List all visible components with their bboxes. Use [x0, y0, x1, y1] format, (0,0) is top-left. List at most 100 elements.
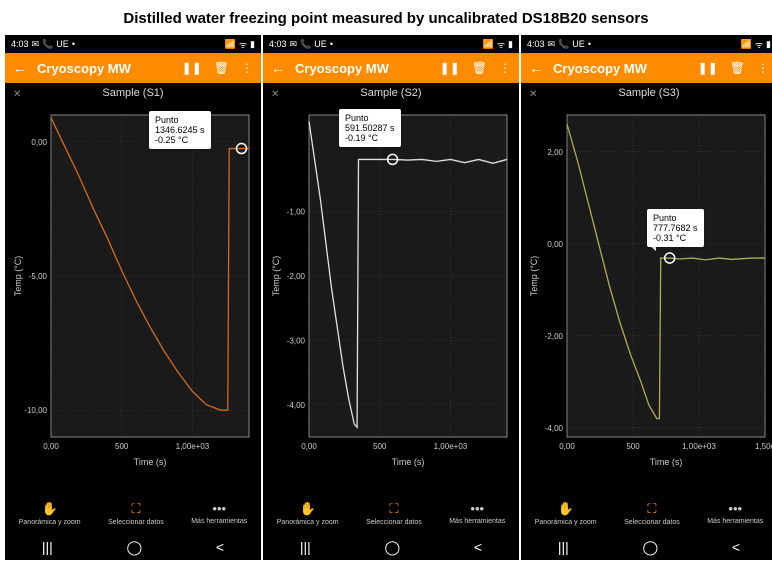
mail-icon: ✉: [548, 39, 556, 50]
svg-text:Time (s): Time (s): [134, 457, 167, 467]
more-tools[interactable]: ••• Más herramientas: [449, 501, 505, 525]
chart-title: Sample (S2): [267, 87, 515, 99]
signal-icon: 📶: [483, 39, 494, 50]
svg-text:-5,00: -5,00: [29, 272, 48, 281]
pause-icon[interactable]: ❚❚: [182, 61, 202, 75]
back-arrow-icon[interactable]: ←: [529, 60, 543, 76]
status-time: 4:03: [527, 39, 545, 49]
svg-text:Temp (°C): Temp (°C): [13, 256, 23, 297]
more-vert-icon[interactable]: ⋮: [757, 61, 769, 75]
home-button[interactable]: ◯: [643, 539, 659, 556]
back-button[interactable]: <: [474, 539, 482, 555]
more-vert-icon[interactable]: ⋮: [241, 61, 253, 75]
tooltip-time: 1346.6245 s: [155, 125, 205, 135]
svg-text:0,00: 0,00: [31, 138, 47, 147]
trash-icon[interactable]: 🗑: [472, 61, 487, 75]
more-label: Más herramientas: [707, 518, 763, 525]
android-nav-bar: ||| ◯ <: [5, 534, 261, 560]
pan-label: Panorámica y zoom: [19, 519, 81, 526]
app-header: ← Cryoscopy MW ❚❚ 🗑 ⋮: [521, 53, 772, 83]
phone-icon: 📞: [42, 39, 53, 50]
svg-text:1,00e+03: 1,00e+03: [682, 442, 716, 451]
carrier-label: UE: [314, 39, 327, 49]
close-icon[interactable]: ✕: [271, 89, 279, 100]
chart-plot[interactable]: -1,00-2,00-3,00-4,000,005001,00e+03Time …: [267, 101, 515, 492]
wifi-icon: ᯤ: [755, 38, 763, 51]
dot-icon: •: [330, 39, 333, 49]
select-data-tool[interactable]: ⛶ Seleccionar datos: [624, 501, 680, 526]
svg-text:500: 500: [373, 442, 387, 451]
chart-svg: 0,00-5,00-10,000,005001,00e+03Time (s)Te…: [9, 101, 257, 471]
svg-text:-1,00: -1,00: [287, 208, 306, 217]
chart-zone: ✕ Sample (S3) 2,000,00-2,00-4,000,005001…: [521, 83, 772, 492]
svg-text:2,00: 2,00: [547, 148, 563, 157]
chart-zone: ✕ Sample (S2) -1,00-2,00-3,00-4,000,0050…: [263, 83, 519, 492]
chart-plot[interactable]: 2,000,00-2,00-4,000,005001,00e+031,50eTi…: [525, 101, 772, 492]
svg-text:0,00: 0,00: [547, 240, 563, 249]
hand-icon: ✋: [558, 501, 574, 517]
header-title: Cryoscopy MW: [295, 61, 430, 76]
pause-icon[interactable]: ❚❚: [440, 61, 460, 75]
trash-icon[interactable]: 🗑: [214, 61, 229, 75]
phone-icon: 📞: [300, 39, 311, 50]
data-tooltip: Punto 591.50287 s -0.19 °C: [339, 109, 401, 147]
carrier-label: UE: [56, 39, 69, 49]
android-nav-bar: ||| ◯ <: [521, 534, 772, 560]
back-button[interactable]: <: [216, 539, 224, 555]
svg-text:-3,00: -3,00: [287, 336, 306, 345]
status-time: 4:03: [11, 39, 29, 49]
dot-icon: •: [588, 39, 591, 49]
svg-text:1,50e: 1,50e: [755, 442, 772, 451]
svg-text:Time (s): Time (s): [392, 457, 425, 467]
signal-icon: 📶: [225, 39, 236, 50]
app-header: ← Cryoscopy MW ❚❚ 🗑 ⋮: [5, 53, 261, 83]
status-bar: 4:03 ✉ 📞 UE • 📶 ᯤ ▮: [521, 35, 772, 53]
header-title: Cryoscopy MW: [37, 61, 172, 76]
pan-label: Panorámica y zoom: [535, 519, 597, 526]
back-arrow-icon[interactable]: ←: [271, 60, 285, 76]
battery-icon: ▮: [766, 39, 771, 50]
tooltip-label: Punto: [155, 115, 205, 125]
svg-text:Temp (°C): Temp (°C): [271, 256, 281, 297]
pan-zoom-tool[interactable]: ✋ Panorámica y zoom: [535, 501, 597, 526]
more-tools[interactable]: ••• Más herramientas: [191, 501, 247, 525]
pause-icon[interactable]: ❚❚: [698, 61, 718, 75]
tooltip-label: Punto: [345, 113, 395, 123]
select-icon: ⛶: [131, 501, 140, 517]
chart-svg: -1,00-2,00-3,00-4,000,005001,00e+03Time …: [267, 101, 515, 471]
chart-svg: 2,000,00-2,00-4,000,005001,00e+031,50eTi…: [525, 101, 772, 471]
home-button[interactable]: ◯: [385, 539, 401, 556]
select-data-tool[interactable]: ⛶ Seleccionar datos: [366, 501, 422, 526]
panels-container: 4:03 ✉ 📞 UE • 📶 ᯤ ▮ ← Cryoscopy MW ❚❚ 🗑 …: [0, 35, 772, 565]
pan-zoom-tool[interactable]: ✋ Panorámica y zoom: [277, 501, 339, 526]
more-label: Más herramientas: [191, 518, 247, 525]
recents-button[interactable]: |||: [558, 539, 569, 555]
select-data-tool[interactable]: ⛶ Seleccionar datos: [108, 501, 164, 526]
recents-button[interactable]: |||: [42, 539, 53, 555]
close-icon[interactable]: ✕: [529, 89, 537, 100]
app-header: ← Cryoscopy MW ❚❚ 🗑 ⋮: [263, 53, 519, 83]
close-icon[interactable]: ✕: [13, 89, 21, 100]
back-button[interactable]: <: [732, 539, 740, 555]
more-horiz-icon: •••: [212, 501, 226, 516]
main-title: Distilled water freezing point measured …: [0, 0, 772, 35]
hand-icon: ✋: [42, 501, 58, 517]
more-vert-icon[interactable]: ⋮: [499, 61, 511, 75]
recents-button[interactable]: |||: [300, 539, 311, 555]
signal-icon: 📶: [741, 39, 752, 50]
data-tooltip: Punto 1346.6245 s -0.25 °C: [149, 111, 211, 149]
tooltip-label: Punto: [653, 213, 698, 223]
battery-icon: ▮: [508, 39, 513, 50]
select-icon: ⛶: [389, 501, 398, 517]
back-arrow-icon[interactable]: ←: [13, 60, 27, 76]
home-button[interactable]: ◯: [127, 539, 143, 556]
svg-text:1,00e+03: 1,00e+03: [434, 442, 468, 451]
chart-plot[interactable]: 0,00-5,00-10,000,005001,00e+03Time (s)Te…: [9, 101, 257, 492]
svg-text:-4,00: -4,00: [545, 424, 564, 433]
pan-zoom-tool[interactable]: ✋ Panorámica y zoom: [19, 501, 81, 526]
more-tools[interactable]: ••• Más herramientas: [707, 501, 763, 525]
chart-title: Sample (S3): [525, 87, 772, 99]
trash-icon[interactable]: 🗑: [730, 61, 745, 75]
svg-text:1,00e+03: 1,00e+03: [176, 442, 210, 451]
tooltip-temp: -0.19 °C: [345, 133, 395, 143]
